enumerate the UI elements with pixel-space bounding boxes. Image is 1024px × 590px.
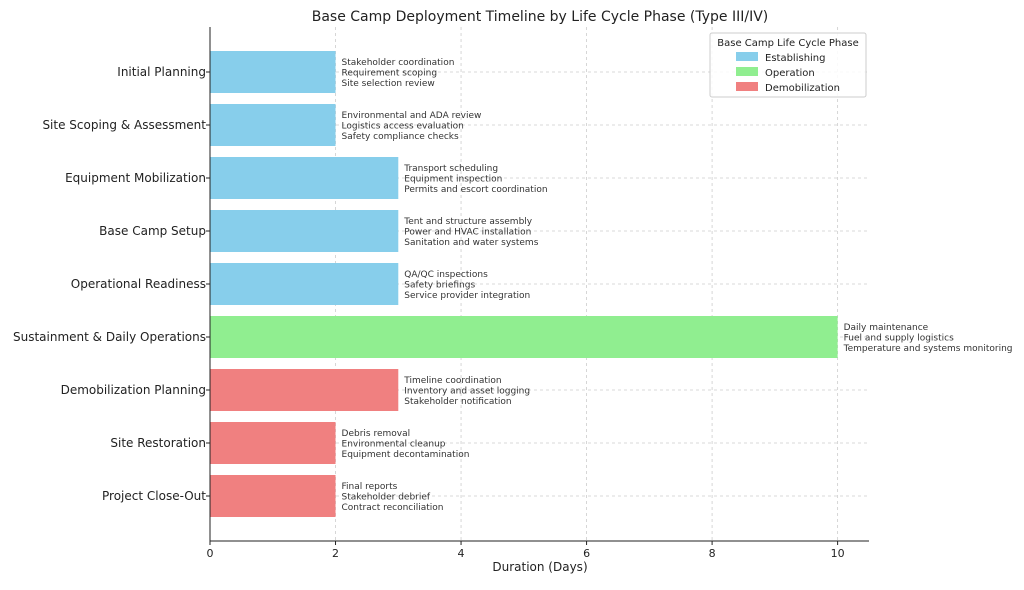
x-tick-label: 4 (458, 547, 465, 560)
x-tick-label: 6 (583, 547, 590, 560)
bar-7 (210, 369, 399, 411)
bar-annotation: QA/QC inspections (404, 270, 488, 280)
legend-entry: Establishing (765, 53, 826, 64)
bar-8 (210, 422, 336, 464)
bar-annotation: Contract reconciliation (342, 503, 444, 513)
bar-annotation: Stakeholder debrief (342, 493, 431, 503)
bar-annotation: Logistics access evaluation (342, 122, 464, 132)
bar-2 (210, 104, 336, 146)
bar-annotation: Service provider integration (404, 291, 530, 301)
chart-title: Base Camp Deployment Timeline by Life Cy… (312, 9, 769, 25)
x-tick-label: 10 (831, 547, 845, 560)
legend-swatch (736, 52, 758, 61)
bar-annotation: Site selection review (342, 79, 435, 89)
legend-swatch (736, 82, 758, 91)
y-tick-label: Initial Planning (117, 65, 206, 79)
bar-annotation: Requirement scoping (342, 69, 438, 79)
legend-entry: Operation (765, 68, 815, 79)
bar-annotation: Equipment inspection (404, 175, 502, 185)
bar-5 (210, 263, 399, 305)
y-tick-label: Sustainment & Daily Operations (13, 330, 206, 344)
y-tick-label: Project Close-Out (102, 489, 206, 503)
bar-annotation: Daily maintenance (844, 323, 929, 333)
bar-annotation: Transport scheduling (403, 164, 498, 174)
bar-annotation: Stakeholder coordination (342, 58, 455, 68)
legend: Base Camp Life Cycle Phase Establishing O… (709, 32, 867, 98)
bar-annotation: Timeline coordination (403, 376, 501, 386)
bar-annotation: Power and HVAC installation (404, 228, 531, 238)
bar-1 (210, 51, 336, 93)
y-tick-label: Demobilization Planning (61, 383, 206, 397)
bar-annotation: Safety compliance checks (342, 132, 460, 142)
bar-4 (210, 210, 399, 252)
bar-annotation: Temperature and systems monitoring (843, 344, 1013, 354)
bar-annotation: Environmental cleanup (342, 440, 446, 450)
legend-swatch (736, 67, 758, 76)
bar-annotation: Environmental and ADA review (342, 111, 482, 121)
legend-entry: Demobilization (765, 83, 840, 94)
bar-annotation: Inventory and asset logging (404, 387, 530, 397)
bar-annotation: Permits and escort coordination (404, 185, 547, 195)
y-tick-label: Equipment Mobilization (65, 171, 206, 185)
bar-annotation: Tent and structure assembly (403, 217, 533, 227)
bar-annotation: Sanitation and water systems (404, 238, 538, 248)
bar-annotation: Debris removal (342, 429, 411, 439)
x-tick-label: 2 (332, 547, 339, 560)
x-tick-label: 0 (207, 547, 214, 560)
bar-annotation: Safety briefings (404, 281, 475, 291)
y-tick-label: Site Restoration (110, 436, 206, 450)
bar-annotation: Stakeholder notification (404, 397, 511, 407)
y-tick-label: Base Camp Setup (99, 224, 206, 238)
bar-6 (210, 316, 838, 358)
y-tick-label: Operational Readiness (71, 277, 206, 291)
bar-9 (210, 475, 336, 517)
y-tick-label: Site Scoping & Assessment (42, 118, 206, 132)
bar-annotation: Fuel and supply logistics (844, 334, 954, 344)
bar-3 (210, 157, 399, 199)
bar-annotation: Final reports (342, 482, 398, 492)
legend-title: Base Camp Life Cycle Phase (717, 38, 858, 49)
x-axis-label: Duration (Days) (492, 560, 587, 574)
bar-annotation: Equipment decontamination (342, 450, 470, 460)
x-tick-label: 8 (709, 547, 716, 560)
